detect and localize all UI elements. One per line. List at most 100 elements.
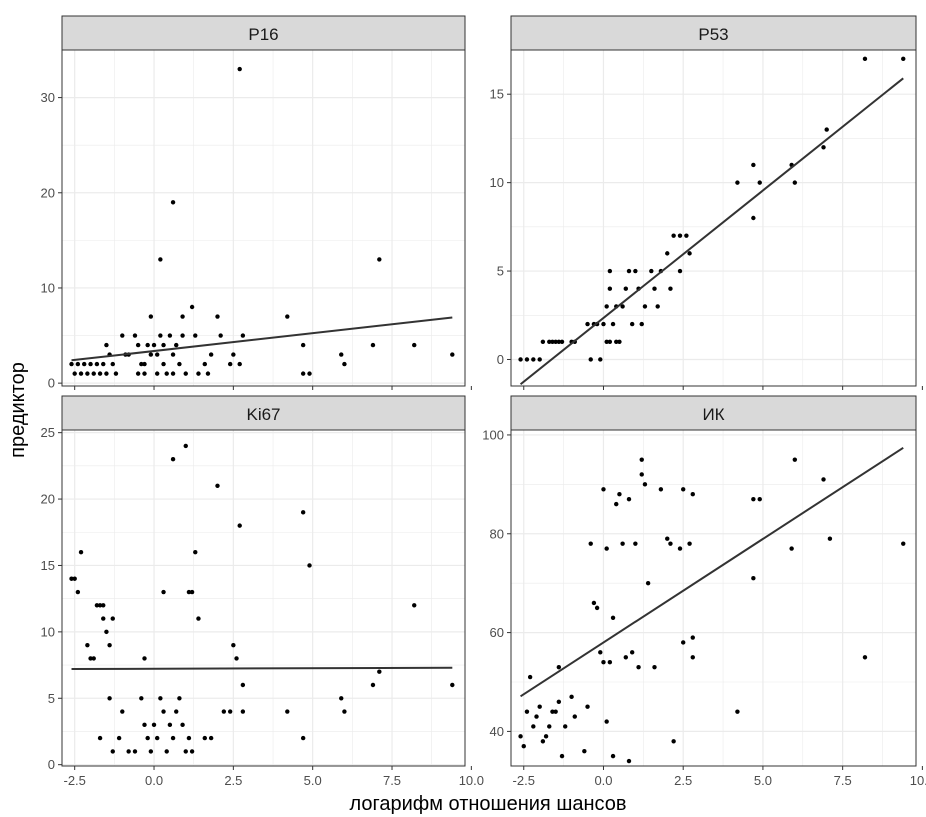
data-point — [300, 342, 306, 348]
facet-strip — [61, 15, 466, 51]
data-point — [412, 603, 417, 608]
data-point — [901, 541, 906, 546]
data-point — [377, 669, 382, 674]
data-point — [642, 304, 648, 309]
data-point — [633, 268, 638, 274]
y-tick-label: 25 — [41, 425, 55, 440]
data-point — [170, 200, 176, 205]
data-point — [300, 735, 306, 741]
data-point — [227, 361, 233, 367]
data-point — [151, 722, 157, 728]
data-point — [665, 251, 670, 256]
data-point — [91, 371, 96, 376]
data-point — [110, 749, 115, 754]
data-point — [370, 682, 376, 688]
data-point — [450, 352, 455, 357]
data-point — [655, 304, 660, 309]
y-tick-label: 40 — [490, 724, 504, 739]
data-point — [633, 541, 638, 546]
data-point — [553, 339, 558, 344]
data-point — [607, 268, 613, 274]
data-point — [78, 371, 84, 376]
data-point — [610, 615, 616, 620]
trend-line — [520, 446, 904, 698]
data-point — [594, 605, 600, 611]
data-point — [639, 321, 644, 327]
data-point — [751, 576, 756, 581]
data-point — [531, 357, 536, 362]
data-point — [183, 371, 188, 376]
data-point — [132, 749, 138, 754]
data-point — [377, 257, 382, 262]
data-point — [572, 714, 577, 719]
data-point — [97, 603, 103, 608]
data-point — [240, 682, 246, 688]
data-point — [521, 744, 526, 749]
facet-strip-label: P53 — [698, 25, 728, 44]
data-point — [88, 656, 93, 661]
data-point — [139, 361, 144, 367]
data-point — [183, 749, 188, 754]
data-point — [88, 361, 93, 367]
data-point — [237, 361, 242, 367]
data-point — [617, 339, 622, 344]
data-point — [588, 357, 593, 362]
y-tick-label: 5 — [497, 264, 504, 279]
data-point — [307, 563, 312, 568]
data-point — [690, 492, 695, 497]
data-point — [601, 321, 606, 327]
data-point — [524, 709, 530, 714]
data-point — [148, 314, 154, 319]
data-point — [285, 314, 290, 319]
data-point — [370, 342, 376, 348]
data-point — [237, 523, 242, 528]
y-tick-label: 60 — [490, 625, 504, 640]
data-point — [827, 536, 833, 541]
data-point — [582, 748, 587, 754]
data-point — [671, 739, 676, 744]
data-point — [104, 629, 109, 635]
data-point — [585, 321, 590, 327]
y-tick-label: 100 — [482, 427, 504, 442]
data-point — [154, 735, 160, 741]
data-point — [658, 487, 664, 492]
data-point — [151, 342, 157, 348]
data-point — [82, 361, 87, 367]
data-point — [208, 735, 214, 741]
data-point — [518, 734, 523, 739]
data-point — [339, 352, 344, 357]
x-tick-label: 2.5 — [224, 773, 242, 788]
data-point — [629, 650, 635, 655]
data-point — [189, 749, 195, 754]
data-point — [735, 709, 740, 714]
data-point — [107, 642, 112, 648]
data-point — [180, 314, 185, 319]
data-point — [101, 603, 106, 608]
data-point — [161, 589, 166, 595]
data-point — [170, 735, 176, 741]
facet-panel: Ki67 0 5 10 15 20 25 -2.5 0.0 2.5 5.0 7.5 10.0 — [41, 395, 484, 788]
data-point — [148, 352, 154, 357]
data-point — [556, 664, 562, 670]
data-point — [626, 758, 632, 764]
data-point — [167, 333, 173, 338]
facet-panel: P16 0 10 20 30 — [41, 15, 472, 391]
data-point — [735, 180, 740, 185]
data-point — [189, 304, 195, 310]
data-point — [240, 709, 246, 714]
data-point — [101, 361, 106, 367]
data-point — [234, 656, 239, 661]
panel-background — [62, 50, 465, 386]
panel-background — [511, 430, 916, 766]
data-point — [135, 342, 141, 348]
facet-panel: P53 0 5 10 15 — [490, 15, 923, 390]
data-point — [94, 603, 100, 608]
data-point — [626, 268, 632, 274]
data-point — [607, 286, 613, 291]
x-axis-title: логарифм отношения шансов — [349, 793, 626, 815]
data-point — [186, 735, 192, 741]
data-point — [91, 656, 96, 661]
data-point — [569, 694, 574, 700]
data-point — [180, 333, 185, 338]
data-point — [824, 127, 829, 132]
